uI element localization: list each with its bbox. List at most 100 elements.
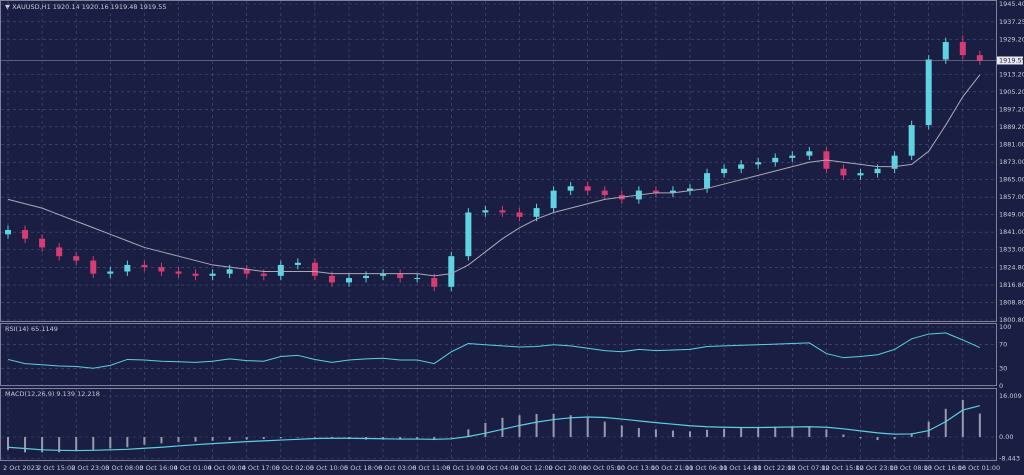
x-tick-label: 9 Oct 04:00 (480, 464, 518, 472)
y-tick-label: 1849.00 (999, 211, 1024, 219)
macd-bar (109, 436, 112, 449)
candle-body (584, 186, 591, 191)
candle-body (721, 168, 728, 174)
macd-bar (586, 417, 589, 437)
macd-bar (876, 436, 879, 441)
macd-bar (313, 436, 316, 438)
candle-body (942, 42, 949, 60)
x-tick-label: 11 Oct 14:00 (719, 464, 761, 472)
macd-bar (689, 431, 691, 437)
macd-bar (75, 436, 78, 452)
macd-bar (757, 427, 760, 437)
y-tick-label: -8.443 (999, 455, 1020, 463)
candle-body (175, 271, 182, 274)
y-tick-label: 1913.20 (999, 70, 1024, 78)
candle-body (124, 264, 131, 272)
y-tick-label: 1857.00 (999, 193, 1024, 201)
x-tick-label: 10 Oct 05:00 (583, 464, 625, 472)
y-tick-label: 1816.80 (999, 281, 1024, 289)
candle-body (687, 188, 693, 191)
x-tick-label: 12 Oct 23:00 (856, 464, 898, 472)
candle-body (243, 269, 250, 274)
y-tick-label: 1800.80 (999, 316, 1024, 324)
macd-bar (262, 436, 265, 440)
y-tick-label: 1865.00 (999, 176, 1024, 184)
macd-bar (654, 429, 657, 437)
macd-bar (211, 436, 214, 441)
macd-bar (535, 413, 538, 437)
macd-bar (603, 421, 606, 437)
macd-bar (24, 436, 27, 453)
candle-body (294, 262, 301, 265)
candle-body (380, 273, 387, 276)
candle-body (976, 55, 983, 61)
candle-body (448, 256, 455, 287)
rsi-line (7, 332, 981, 369)
y-tick-label: 1889.20 (999, 123, 1024, 131)
macd-bar (245, 436, 248, 440)
candle-body (652, 190, 659, 193)
macd-bar (910, 433, 913, 437)
candle-body (73, 256, 80, 261)
candle-body (704, 173, 711, 189)
macd-bar (978, 413, 981, 437)
macd-bar (552, 413, 555, 437)
x-tick-label: 13 Oct 08:00 (890, 464, 932, 472)
x-tick-label: 5 Oct 18:00 (344, 464, 382, 472)
y-tick-label: 30 (999, 364, 1007, 372)
y-tick-label: 1873.00 (999, 158, 1024, 166)
candle-body (22, 229, 29, 239)
candle-body (959, 42, 966, 56)
macd-bar (58, 436, 61, 453)
candle-body (772, 157, 779, 163)
macd-panel (0, 388, 997, 461)
candle-body (90, 260, 97, 274)
candle-body (567, 186, 574, 191)
candle-body (328, 275, 335, 283)
x-tick-label: 5 Oct 10:00 (310, 464, 348, 472)
candle-body (874, 168, 881, 174)
x-tick-label: 9 Oct 12:00 (515, 464, 553, 472)
candle-body (311, 262, 318, 276)
macd-bar (859, 436, 862, 439)
y-tick-label: 0 (999, 382, 1003, 390)
x-tick-label: 11 Oct 22:00 (753, 464, 795, 472)
candle-body (158, 267, 165, 272)
x-tick-label: 6 Oct 03:00 (378, 464, 416, 472)
candle-body (669, 190, 676, 193)
candle-body (908, 125, 915, 156)
y-tick-label: 1841.00 (999, 228, 1024, 236)
y-tick-label: 0.00 (999, 433, 1013, 441)
candle-body (925, 59, 932, 126)
candle-body (56, 247, 63, 257)
macd-bar (501, 417, 504, 437)
candle-body (465, 212, 472, 257)
candle-body (277, 264, 284, 276)
last-price-label: 1919.55 (999, 56, 1024, 64)
candle-body (414, 278, 421, 280)
candle-body (840, 168, 847, 176)
macd-bar (944, 408, 947, 437)
macd-bar (194, 436, 197, 442)
y-tick-label: 1833.00 (999, 246, 1024, 254)
candle-body (857, 173, 864, 176)
y-tick-label: 1897.20 (999, 105, 1024, 113)
x-tick-label: 6 Oct 19:00 (446, 464, 484, 472)
y-tick-label: 1808.80 (999, 299, 1024, 307)
y-tick-label: 1905.20 (999, 88, 1024, 96)
x-tick-label: 4 Oct 09:00 (208, 464, 246, 472)
candle-body (209, 273, 216, 276)
candle-body (363, 275, 370, 279)
macd-bar (450, 436, 453, 438)
y-tick-label: 1945.40 (999, 0, 1024, 8)
macd-bar (399, 436, 402, 440)
macd-bar (467, 429, 470, 437)
candle-body (533, 208, 540, 217)
rsi-panel (0, 323, 997, 386)
macd-bar (961, 399, 964, 437)
moving-average (7, 74, 981, 277)
macd-bar (740, 428, 743, 437)
macd-bar (330, 436, 333, 438)
